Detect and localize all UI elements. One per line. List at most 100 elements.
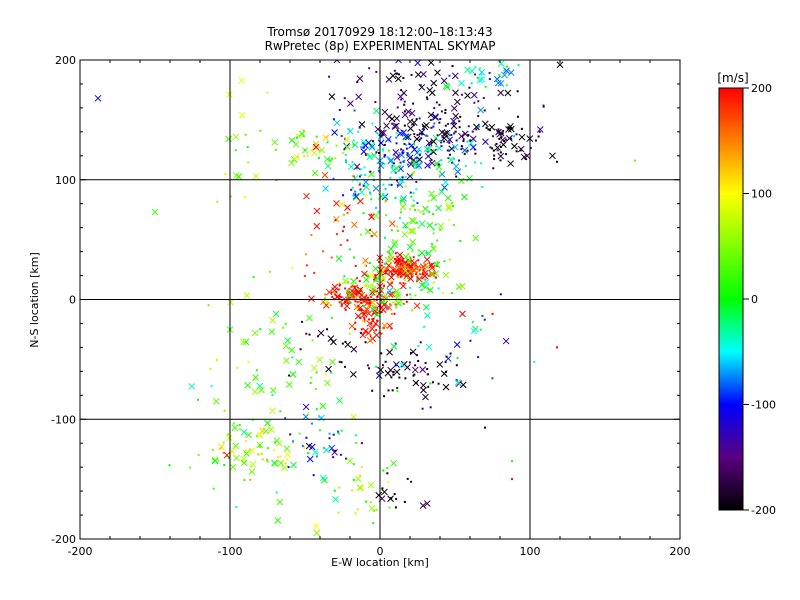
point-x bbox=[387, 251, 394, 259]
point-dot bbox=[418, 154, 421, 157]
point-dot bbox=[391, 164, 394, 167]
point-x bbox=[428, 190, 435, 198]
point-dot bbox=[338, 283, 341, 286]
point-dot bbox=[298, 432, 301, 435]
point-x bbox=[318, 414, 325, 422]
point-x bbox=[366, 337, 374, 344]
point-dot bbox=[273, 448, 276, 451]
point-dot bbox=[498, 74, 501, 77]
point-x bbox=[429, 270, 437, 278]
point-x bbox=[381, 488, 388, 496]
point-x bbox=[395, 75, 402, 83]
point-dot bbox=[286, 458, 289, 461]
point-dot bbox=[265, 458, 268, 461]
point-dot bbox=[401, 151, 404, 154]
point-dot bbox=[403, 100, 406, 103]
point-x bbox=[443, 129, 451, 137]
point-dot bbox=[366, 364, 369, 367]
point-x bbox=[252, 172, 260, 180]
point-x bbox=[269, 317, 276, 324]
point-x bbox=[504, 89, 512, 97]
point-dot bbox=[419, 341, 422, 344]
point-dot bbox=[416, 202, 419, 205]
point-dot bbox=[402, 303, 405, 306]
point-x bbox=[408, 217, 416, 224]
point-dot bbox=[396, 225, 399, 228]
point-dot bbox=[346, 239, 349, 242]
point-x bbox=[387, 268, 395, 276]
point-dot bbox=[305, 332, 308, 335]
colorbar-tick-label: 0 bbox=[751, 293, 758, 306]
point-dot bbox=[371, 304, 374, 307]
point-x bbox=[369, 289, 376, 296]
point-x bbox=[436, 361, 444, 368]
point-dot bbox=[394, 506, 397, 509]
point-dot bbox=[342, 213, 345, 216]
point-x bbox=[225, 135, 232, 143]
point-dot bbox=[420, 137, 423, 140]
point-dot bbox=[316, 335, 319, 338]
point-x bbox=[461, 146, 469, 154]
point-dot bbox=[318, 156, 321, 159]
point-x bbox=[494, 79, 502, 87]
point-x bbox=[502, 337, 510, 345]
point-dot bbox=[394, 252, 397, 255]
point-dot bbox=[412, 124, 415, 127]
point-x bbox=[238, 77, 245, 84]
point-dot bbox=[426, 135, 429, 138]
point-dot bbox=[306, 154, 309, 157]
point-dot bbox=[415, 354, 418, 357]
point-x bbox=[394, 291, 402, 298]
point-x bbox=[428, 264, 436, 272]
point-x bbox=[454, 379, 462, 386]
point-x bbox=[426, 86, 434, 94]
point-x bbox=[433, 261, 441, 269]
point-dot bbox=[207, 304, 210, 307]
point-dot bbox=[247, 360, 250, 363]
point-dot bbox=[410, 480, 413, 483]
point-dot bbox=[412, 146, 415, 149]
point-x bbox=[362, 276, 370, 284]
point-dot bbox=[382, 183, 385, 186]
point-x bbox=[343, 302, 351, 310]
point-dot bbox=[332, 456, 335, 459]
point-dot bbox=[331, 157, 334, 160]
point-dot bbox=[415, 221, 418, 224]
point-dot bbox=[302, 135, 305, 138]
point-x bbox=[466, 175, 473, 182]
point-dot bbox=[383, 154, 386, 157]
point-x bbox=[437, 222, 445, 230]
point-dot bbox=[515, 150, 518, 153]
point-dot bbox=[430, 158, 433, 161]
point-dot bbox=[416, 279, 419, 282]
point-dot bbox=[410, 73, 413, 76]
point-x bbox=[344, 204, 351, 211]
point-x bbox=[377, 271, 385, 278]
point-dot bbox=[411, 270, 414, 273]
point-x bbox=[411, 146, 418, 153]
point-dot bbox=[483, 318, 486, 321]
point-dot bbox=[400, 98, 403, 101]
point-x bbox=[401, 231, 409, 238]
point-dot bbox=[444, 111, 447, 114]
point-dot bbox=[371, 317, 374, 320]
point-dot bbox=[354, 264, 357, 267]
point-x bbox=[360, 148, 368, 155]
point-dot bbox=[267, 460, 270, 463]
point-x bbox=[426, 222, 434, 229]
point-dot bbox=[381, 148, 384, 151]
point-x bbox=[288, 346, 296, 354]
point-dot bbox=[417, 254, 420, 257]
point-x bbox=[331, 448, 338, 456]
point-dot bbox=[345, 161, 348, 164]
point-dot bbox=[402, 266, 405, 269]
point-dot bbox=[511, 460, 513, 463]
point-dot bbox=[411, 309, 414, 312]
point-dot bbox=[244, 133, 247, 136]
point-x bbox=[321, 171, 329, 179]
point-x bbox=[424, 162, 431, 169]
point-x bbox=[244, 381, 252, 389]
point-dot bbox=[354, 434, 357, 437]
point-x bbox=[409, 238, 417, 246]
point-dot bbox=[455, 364, 458, 367]
